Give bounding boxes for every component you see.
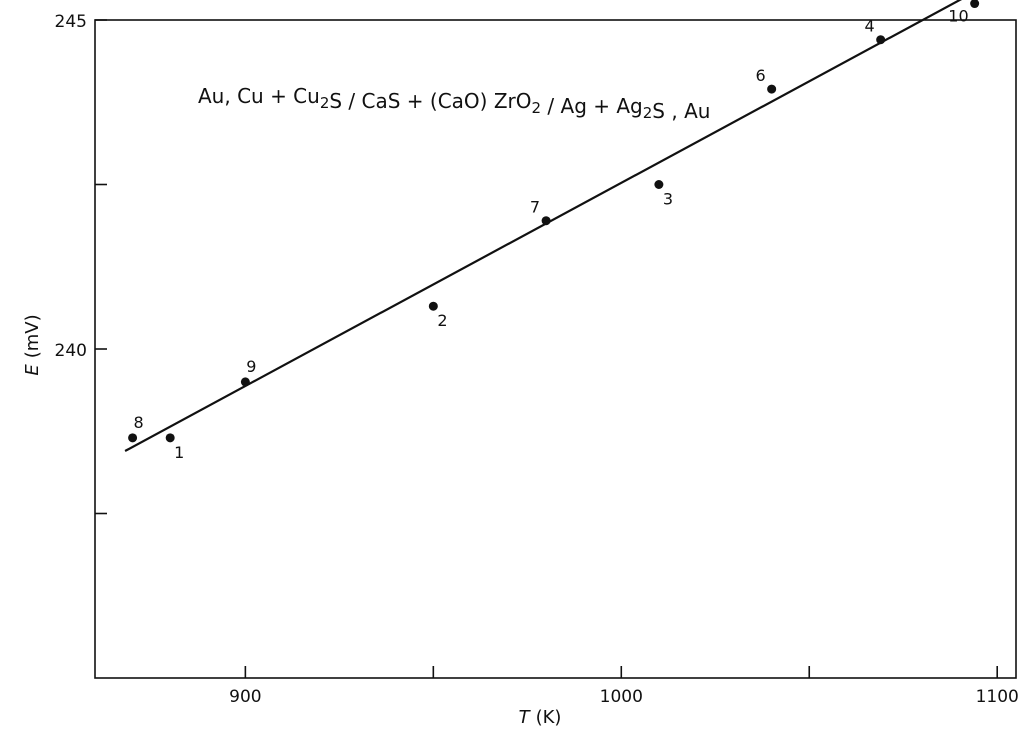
formula-text: Au, Cu + Cu <box>198 84 320 108</box>
data-points: 12345678910 <box>128 0 980 462</box>
data-point-8 <box>128 433 138 443</box>
formula-text: / Ag + Ag <box>541 94 643 118</box>
axis-ticks <box>95 19 999 678</box>
axis-tick-labels: 900 1000 1100 240 245 <box>55 12 1019 707</box>
y-axis-symbol: E <box>22 364 43 376</box>
x-tick-label: 900 <box>229 687 261 707</box>
x-axis-symbol: T <box>519 707 532 728</box>
data-point-label-4: 4 <box>864 17 874 36</box>
y-tick-label: 245 <box>55 12 87 32</box>
formula-subscript: 2 <box>320 94 330 112</box>
formula-subscript: 2 <box>643 104 653 122</box>
data-point-3 <box>654 180 664 189</box>
data-point-label-1: 1 <box>174 443 184 462</box>
x-axis-label: T (K) <box>519 707 562 728</box>
data-point-10 <box>970 0 980 9</box>
data-point-label-8: 8 <box>133 413 143 432</box>
y-axis-label: E (mV) <box>22 314 43 375</box>
formula-text: S , Au <box>652 99 710 123</box>
x-tick-label: 1000 <box>600 687 643 707</box>
data-point-4 <box>876 35 886 45</box>
y-axis-unit: (mV) <box>22 314 43 358</box>
data-point-label-3: 3 <box>663 190 673 209</box>
data-point-label-10: 10 <box>948 7 968 26</box>
y-tick-label: 240 <box>55 341 87 361</box>
data-point-label-2: 2 <box>437 311 447 330</box>
x-axis-unit: (K) <box>536 707 562 728</box>
data-point-2 <box>428 301 438 311</box>
data-point-label-6: 6 <box>755 66 765 85</box>
x-tick-label: 1100 <box>976 687 1019 707</box>
data-point-6 <box>767 84 777 94</box>
data-point-7 <box>541 216 551 226</box>
formula-subscript: 2 <box>532 99 542 117</box>
formula-text: S / CaS + (CaO) ZrO <box>329 89 531 113</box>
data-point-label-9: 9 <box>246 357 256 376</box>
plot-frame <box>94 19 1017 679</box>
data-point-label-7: 7 <box>530 198 540 217</box>
cell-formula-annotation: Au, Cu + Cu2S / CaS + (CaO) ZrO2 / Ag + … <box>198 84 710 123</box>
data-point-9 <box>240 377 250 387</box>
data-point-1 <box>165 433 175 443</box>
fit-line <box>124 0 963 452</box>
